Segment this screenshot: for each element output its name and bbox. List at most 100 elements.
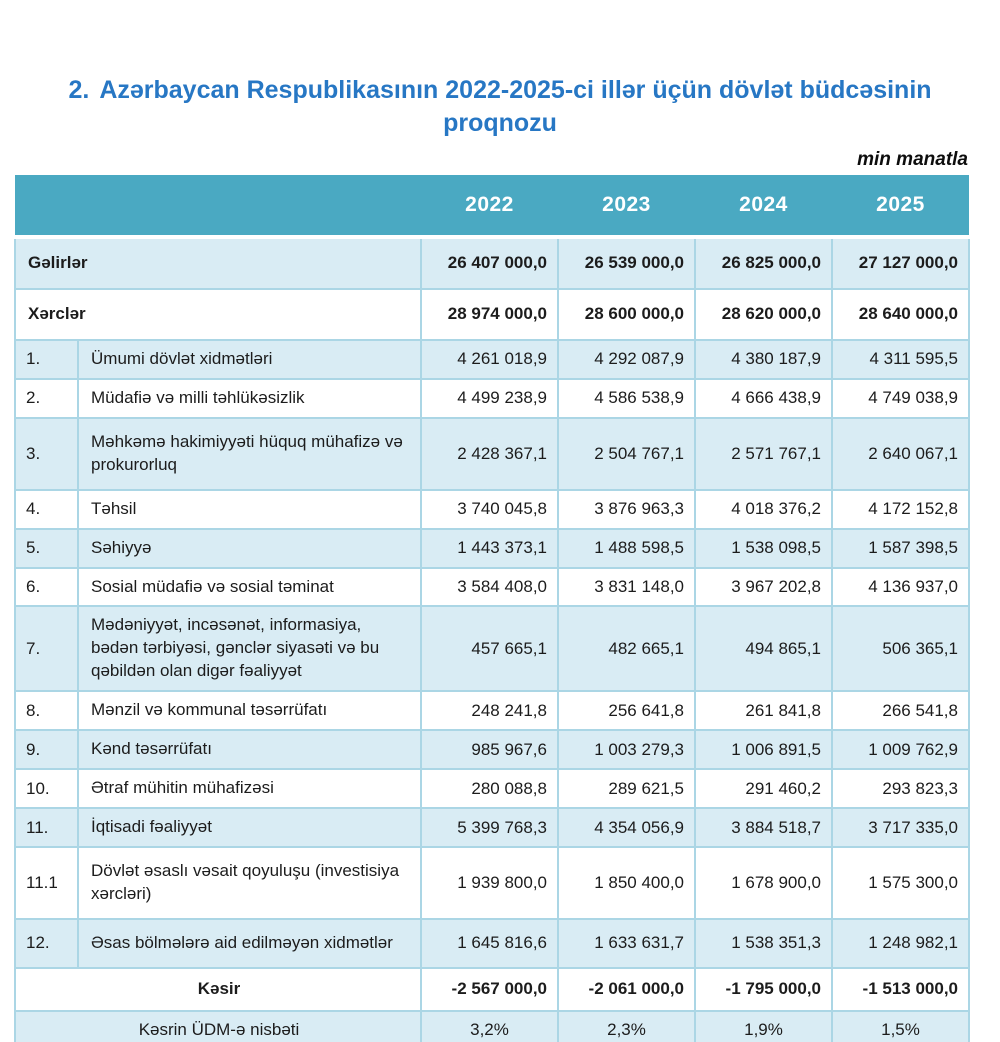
row-number: 1.: [14, 338, 79, 380]
table-row: 5. Səhiyyə 1 443 373,1 1 488 598,5 1 538 098…: [14, 527, 970, 569]
row-value: 4 380 187,9: [694, 338, 833, 380]
row-value: 4 292 087,9: [557, 338, 696, 380]
row-value: 985 967,6: [420, 729, 559, 771]
row-value: 2 640 067,1: [831, 416, 970, 491]
row-number: 8.: [14, 690, 79, 732]
row-label: Gəlirlər: [14, 236, 422, 290]
row-value: 4 586 538,9: [557, 377, 696, 419]
row-value: 5 399 768,3: [420, 807, 559, 848]
table-row: Kəsrin ÜDM-ə nisbəti 3,2% 2,3% 1,9% 1,5%: [14, 1009, 970, 1042]
row-value: 28 640 000,0: [831, 287, 970, 341]
row-number: 9.: [14, 729, 79, 771]
row-value: 280 088,8: [420, 768, 559, 810]
row-value: 457 665,1: [420, 605, 559, 693]
row-label: Kəsrin ÜDM-ə nisbəti: [14, 1009, 422, 1042]
budget-forecast-table: 2022 2023 2024 2025 Gəlirlər 26 407 000,0…: [14, 175, 970, 1042]
unit-note: min manatla: [857, 149, 968, 170]
row-value: 2 571 767,1: [694, 416, 833, 491]
row-value: 261 841,8: [694, 690, 833, 732]
row-value: 27 127 000,0: [831, 236, 970, 290]
row-number: 10.: [14, 768, 79, 810]
row-label: Sosial müdafiə və sosial təminat: [77, 566, 422, 608]
row-value: 4 354 056,9: [557, 807, 696, 848]
row-value: 26 825 000,0: [694, 236, 833, 290]
row-value: 4 018 376,2: [694, 488, 833, 530]
table-row: 7. Mədəniyyət, incəsənət, informasiya, bə…: [14, 605, 970, 693]
table-row: Xərclər 28 974 000,0 28 600 000,0 28 620 00…: [14, 287, 970, 341]
row-number: 12.: [14, 917, 79, 969]
row-number: 3.: [14, 416, 79, 491]
row-value: 256 641,8: [557, 690, 696, 732]
row-value: 1 443 373,1: [420, 527, 559, 569]
row-label: Ətraf mühitin mühafizəsi: [77, 768, 422, 810]
row-value: 4 499 238,9: [420, 377, 559, 419]
page-title: 2. Azərbaycan Respublikasının 2022-2025-c…: [60, 74, 940, 139]
table-row: 9. Kənd təsərrüfatı 985 967,6 1 003 279,3 1 …: [14, 729, 970, 771]
row-value: 3 740 045,8: [420, 488, 559, 530]
row-value: 3 884 518,7: [694, 807, 833, 848]
row-value: 1 009 762,9: [831, 729, 970, 771]
row-label: İqtisadi fəaliyyət: [77, 807, 422, 848]
row-value: 28 600 000,0: [557, 287, 696, 341]
row-value: 3 831 148,0: [557, 566, 696, 608]
row-number: 11.1: [14, 846, 79, 920]
row-value: 2 504 767,1: [557, 416, 696, 491]
row-value: 2 428 367,1: [420, 416, 559, 491]
table-header-row: 2022 2023 2024 2025: [15, 175, 969, 239]
row-value: 1 587 398,5: [831, 527, 970, 569]
row-value: 1,9%: [694, 1009, 833, 1042]
row-label: Müdafiə və milli təhlükəsizlik: [77, 377, 422, 419]
row-value: 1 488 598,5: [557, 527, 696, 569]
row-value: -1 513 000,0: [831, 966, 970, 1012]
row-value: 4 311 595,5: [831, 338, 970, 380]
row-value: 1 248 982,1: [831, 917, 970, 969]
row-number: 2.: [14, 377, 79, 419]
row-value: 291 460,2: [694, 768, 833, 810]
header-empty-cell: [15, 175, 421, 239]
row-value: -2 061 000,0: [557, 966, 696, 1012]
budget-table-body: Gəlirlər 26 407 000,0 26 539 000,0 26 825 0…: [14, 236, 970, 1042]
row-label: Təhsil: [77, 488, 422, 530]
table-row: 11. İqtisadi fəaliyyət 5 399 768,3 4 354 05…: [14, 807, 970, 848]
row-number: 7.: [14, 605, 79, 693]
row-value: 3,2%: [420, 1009, 559, 1042]
row-number: 6.: [14, 566, 79, 608]
table-row: 3. Məhkəmə hakimiyyəti hüquq mühafizə və …: [14, 416, 970, 491]
row-label: Mədəniyyət, incəsənət, informasiya, bədə…: [77, 605, 422, 693]
row-value: 3 876 963,3: [557, 488, 696, 530]
row-label: Mənzil və kommunal təsərrüfatı: [77, 690, 422, 732]
row-value: 1 538 098,5: [694, 527, 833, 569]
table-row: 1. Ümumi dövlət xidmətləri 4 261 018,9 4 29…: [14, 338, 970, 380]
table-row: 10. Ətraf mühitin mühafizəsi 280 088,8 289 …: [14, 768, 970, 810]
row-value: 4 136 937,0: [831, 566, 970, 608]
row-label: Xərclər: [14, 287, 422, 341]
row-value: 3 967 202,8: [694, 566, 833, 608]
row-value: 1 003 279,3: [557, 729, 696, 771]
title-number: 2.: [68, 76, 90, 104]
row-value: 293 823,3: [831, 768, 970, 810]
row-value: 2,3%: [557, 1009, 696, 1042]
row-value: 494 865,1: [694, 605, 833, 693]
row-value: 1 538 351,3: [694, 917, 833, 969]
table-row: 2. Müdafiə və milli təhlükəsizlik 4 499 23…: [14, 377, 970, 419]
row-value: 3 584 408,0: [420, 566, 559, 608]
row-value: 289 621,5: [557, 768, 696, 810]
row-value: 266 541,8: [831, 690, 970, 732]
row-label: Məhkəmə hakimiyyəti hüquq mühafizə və pr…: [77, 416, 422, 491]
row-number: 5.: [14, 527, 79, 569]
year-column-header: 2023: [558, 175, 695, 239]
row-value: 1 850 400,0: [557, 846, 696, 920]
row-value: 1 939 800,0: [420, 846, 559, 920]
title-text: Azərbaycan Respublikasının 2022-2025-ci …: [99, 76, 932, 137]
table-row: 4. Təhsil 3 740 045,8 3 876 963,3 4 018 376,…: [14, 488, 970, 530]
table-row: 6. Sosial müdafiə və sosial təminat 3 584 …: [14, 566, 970, 608]
row-value: -2 567 000,0: [420, 966, 559, 1012]
row-value: 506 365,1: [831, 605, 970, 693]
row-value: 4 172 152,8: [831, 488, 970, 530]
table-row: 12. Əsas bölmələrə aid edilməyən xidmətlə…: [14, 917, 970, 969]
row-value: 4 261 018,9: [420, 338, 559, 380]
year-column-header: 2024: [695, 175, 832, 239]
row-value: 26 539 000,0: [557, 236, 696, 290]
row-value: 1 645 816,6: [420, 917, 559, 969]
row-value: 4 749 038,9: [831, 377, 970, 419]
